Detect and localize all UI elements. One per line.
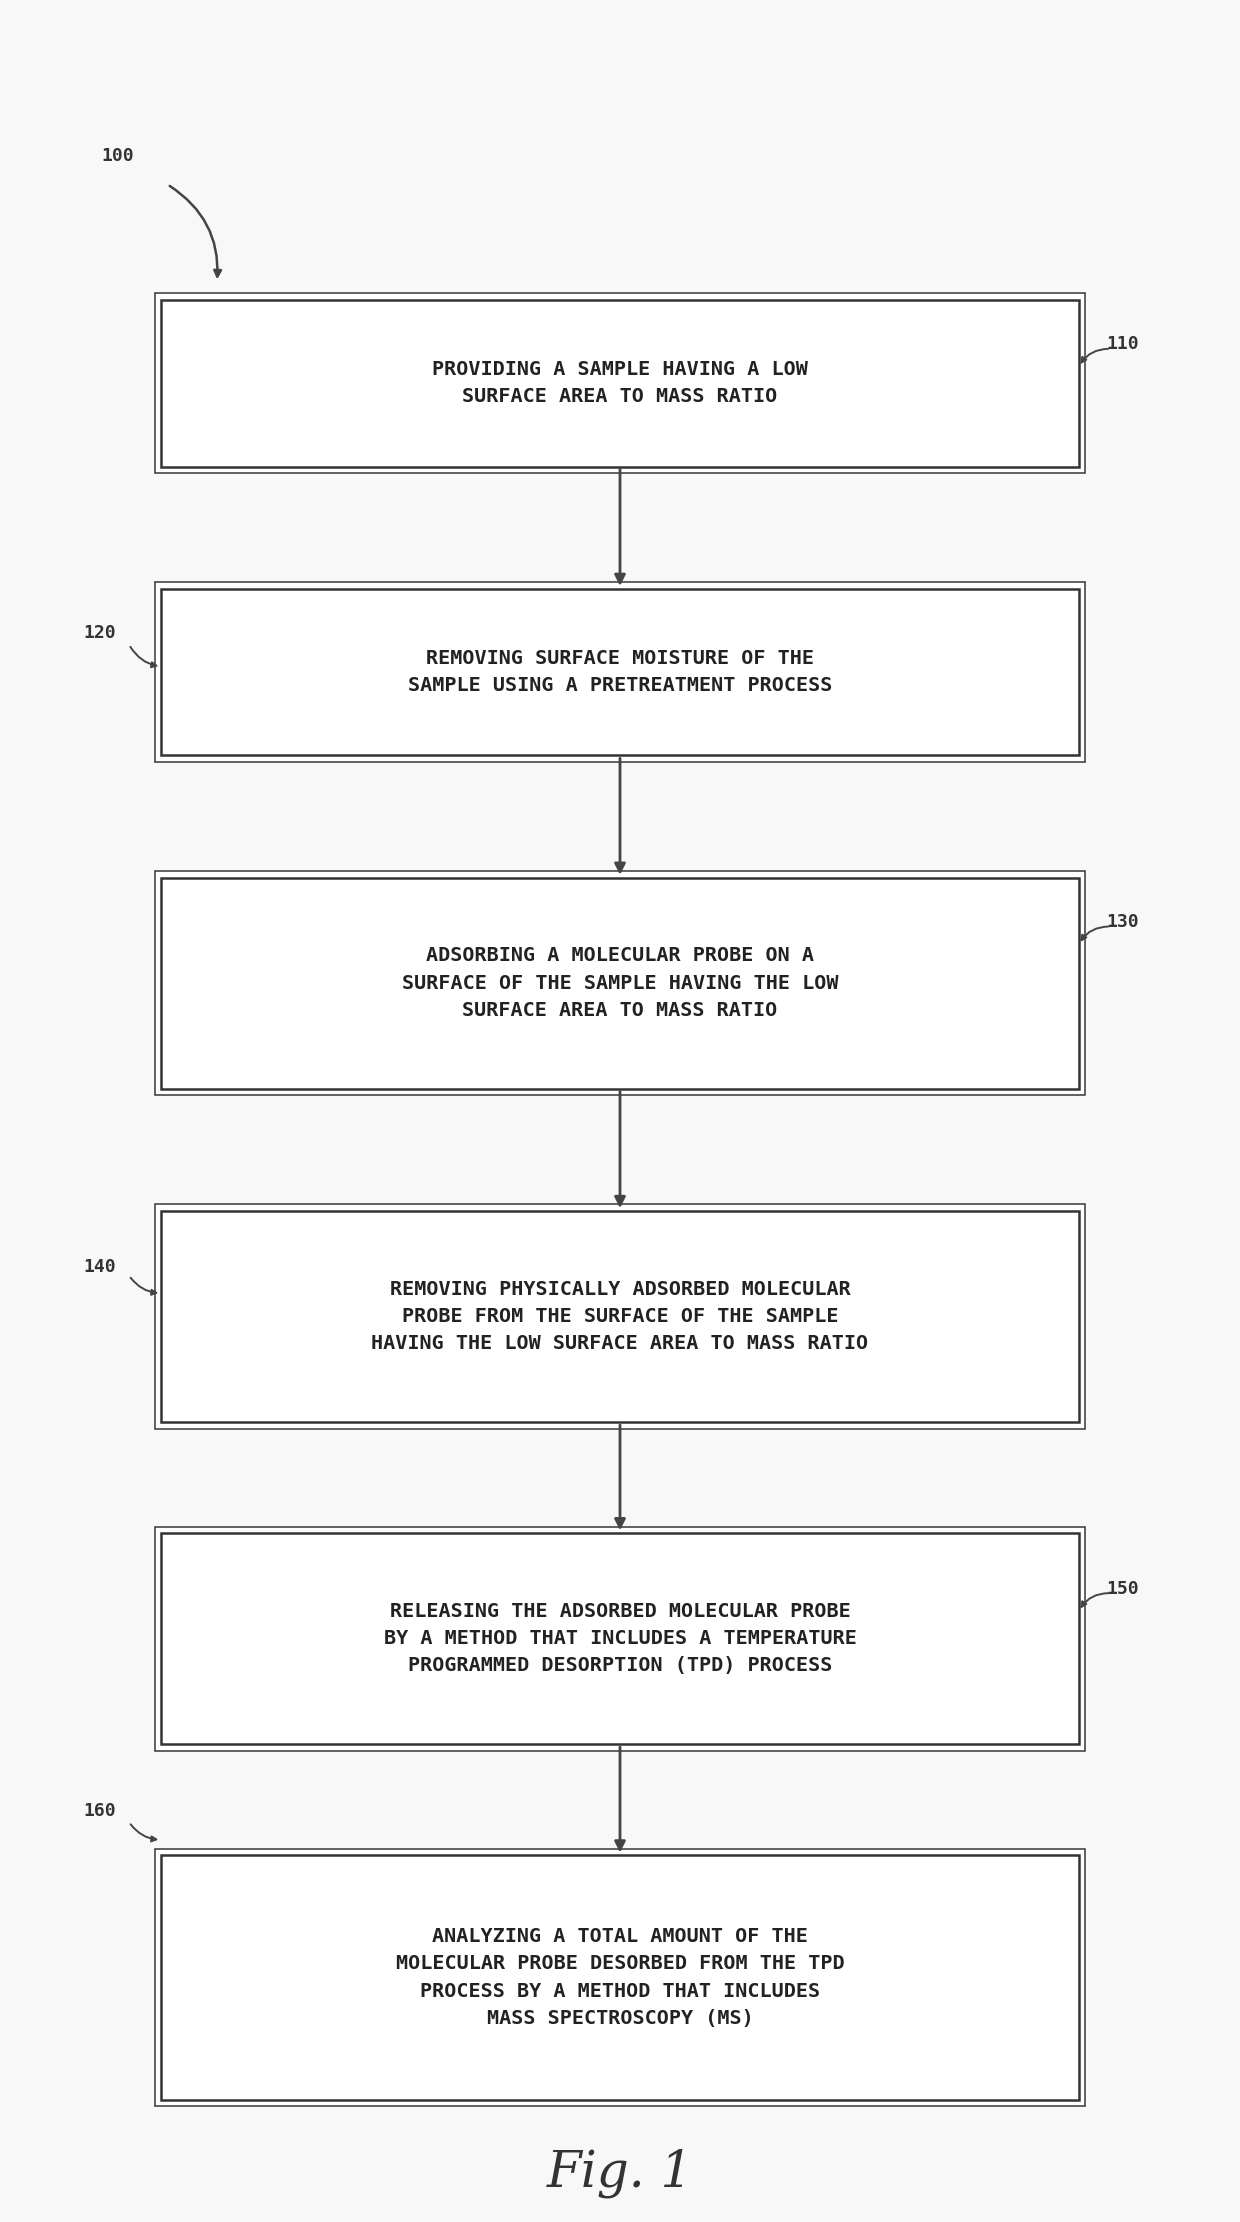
Text: 140: 140 [83,1258,115,1275]
Text: Fig. 1: Fig. 1 [547,2149,693,2198]
Text: 130: 130 [1106,913,1138,931]
Bar [161,1855,1079,2100]
Bar [155,293,1085,473]
Bar [155,582,1085,762]
Bar [155,871,1085,1095]
Text: 120: 120 [83,624,115,642]
Bar [161,589,1079,755]
Text: ANALYZING A TOTAL AMOUNT OF THE
MOLECULAR PROBE DESORBED FROM THE TPD
PROCESS BY: ANALYZING A TOTAL AMOUNT OF THE MOLECULA… [396,1926,844,2029]
Text: RELEASING THE ADSORBED MOLECULAR PROBE
BY A METHOD THAT INCLUDES A TEMPERATURE
P: RELEASING THE ADSORBED MOLECULAR PROBE B… [383,1602,857,1675]
Bar [161,300,1079,467]
Bar [155,1204,1085,1429]
Bar [161,1211,1079,1422]
Text: 160: 160 [83,1802,115,1820]
Bar [155,1849,1085,2106]
Text: REMOVING SURFACE MOISTURE OF THE
SAMPLE USING A PRETREATMENT PROCESS: REMOVING SURFACE MOISTURE OF THE SAMPLE … [408,649,832,695]
Text: ADSORBING A MOLECULAR PROBE ON A
SURFACE OF THE SAMPLE HAVING THE LOW
SURFACE AR: ADSORBING A MOLECULAR PROBE ON A SURFACE… [402,947,838,1020]
Bar [161,1533,1079,1744]
Text: 100: 100 [102,147,134,164]
Bar [155,1527,1085,1751]
Bar [161,878,1079,1089]
Text: REMOVING PHYSICALLY ADSORBED MOLECULAR
PROBE FROM THE SURFACE OF THE SAMPLE
HAVI: REMOVING PHYSICALLY ADSORBED MOLECULAR P… [372,1280,868,1353]
Text: PROVIDING A SAMPLE HAVING A LOW
SURFACE AREA TO MASS RATIO: PROVIDING A SAMPLE HAVING A LOW SURFACE … [432,360,808,407]
Text: 150: 150 [1106,1580,1138,1598]
Text: 110: 110 [1106,336,1138,353]
